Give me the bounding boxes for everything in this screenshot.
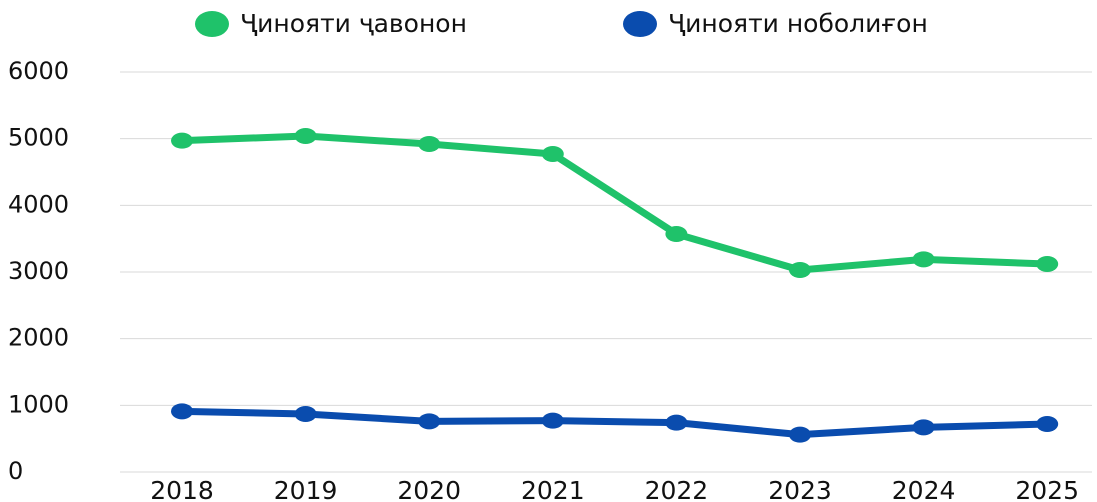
x-tick-label: 2018	[150, 476, 214, 502]
legend-label: Ҷинояти ноболиғон	[668, 9, 928, 38]
y-tick-label: 1000	[8, 390, 69, 418]
data-point	[171, 132, 193, 149]
data-point	[665, 414, 688, 431]
data-point	[912, 251, 935, 268]
y-tick-label: 6000	[8, 57, 69, 85]
data-point	[541, 412, 564, 429]
legend-marker	[623, 11, 657, 37]
data-point	[1036, 416, 1059, 432]
x-tick-label: 2025	[1015, 476, 1079, 502]
x-tick-label: 2019	[274, 476, 338, 502]
legend-label: Ҷинояти ҷавонон	[240, 9, 467, 38]
data-point	[418, 136, 441, 152]
data-point	[1036, 256, 1059, 272]
y-tick-label: 5000	[8, 124, 69, 152]
data-point	[171, 403, 193, 420]
data-point	[294, 128, 317, 144]
x-tick-label: 2021	[521, 476, 585, 502]
y-tick-label: 4000	[8, 190, 69, 218]
x-tick-label: 2023	[768, 476, 832, 502]
y-tick-label: 0	[8, 457, 23, 485]
data-point	[665, 226, 688, 242]
x-tick-label: 2020	[397, 476, 461, 502]
data-point	[541, 146, 564, 162]
y-tick-label: 3000	[8, 257, 69, 285]
series-line	[181, 132, 1048, 274]
y-tick-label: 2000	[8, 324, 69, 352]
data-point	[418, 413, 441, 430]
data-point	[912, 419, 935, 436]
series-line	[181, 407, 1048, 439]
data-point	[294, 406, 317, 422]
x-tick-label: 2024	[892, 476, 956, 502]
legend-marker	[195, 11, 229, 37]
data-point	[789, 426, 811, 443]
data-point	[789, 262, 811, 278]
x-tick-label: 2022	[645, 476, 709, 502]
